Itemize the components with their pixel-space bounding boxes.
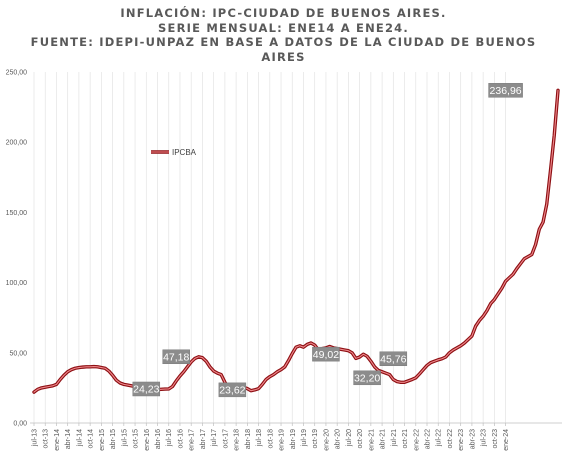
data-label-box bbox=[162, 349, 190, 365]
x-tick-label: jul-18 bbox=[256, 429, 263, 447]
x-tick-label: ene-19 bbox=[279, 429, 286, 451]
x-tick-label: abr-20 bbox=[335, 429, 342, 449]
chart-title-line-1: INFLACIÓN: IPC-CIUDAD DE BUENOS AIRES. bbox=[120, 6, 447, 20]
data-label-box bbox=[132, 381, 161, 397]
x-tick-label: oct-21 bbox=[402, 429, 409, 449]
gridlines bbox=[33, 72, 506, 423]
data-label: 32,20 bbox=[354, 372, 380, 384]
x-tick-label: abr-14 bbox=[65, 429, 72, 449]
y-tick-label: 250,00 bbox=[6, 70, 28, 77]
y-tick-label: 50,00 bbox=[9, 350, 27, 357]
chart-title-line-2: SERIE MENSUAL: ENE14 A ENE24. bbox=[158, 20, 409, 35]
x-tick-label: ene-21 bbox=[368, 429, 375, 451]
y-tick-label: 0,00 bbox=[13, 421, 27, 428]
x-tick-label: oct-18 bbox=[267, 429, 274, 449]
x-tick-label: jul-16 bbox=[166, 429, 173, 447]
chart-title-line-3: FUENTE: IDEPI-UNPAZ EN BASE A DATOS DE L… bbox=[30, 35, 537, 49]
data-label-box bbox=[353, 370, 381, 386]
x-tick-label: abr-22 bbox=[425, 429, 432, 449]
x-tick-label: jul-17 bbox=[211, 429, 218, 447]
data-label: 45,76 bbox=[380, 353, 406, 365]
x-tick-label: jul-21 bbox=[391, 429, 398, 447]
legend-label-ipcba: IPCBA bbox=[172, 148, 197, 157]
data-label: 47,18 bbox=[163, 351, 189, 363]
x-tick-label: ene-20 bbox=[323, 429, 330, 451]
data-label-box bbox=[379, 351, 408, 367]
x-tick-label: oct-13 bbox=[43, 429, 50, 449]
data-label-box bbox=[312, 346, 340, 362]
x-tick-label: ene-22 bbox=[413, 429, 420, 451]
x-tick-label: abr-23 bbox=[469, 429, 476, 449]
x-tick-label: abr-15 bbox=[110, 429, 117, 449]
chart-title: INFLACIÓN: IPC-CIUDAD DE BUENOS AIRES. S… bbox=[0, 6, 567, 64]
x-tick-label: ene-17 bbox=[189, 429, 196, 451]
x-tick-label: jul-15 bbox=[121, 429, 128, 447]
x-tick-label: abr-19 bbox=[290, 429, 297, 449]
x-tick-label: abr-17 bbox=[200, 429, 207, 449]
x-tick-label: jul-13 bbox=[32, 429, 39, 447]
x-tick-label: oct-22 bbox=[447, 429, 454, 449]
x-tick-label: ene-24 bbox=[503, 429, 510, 451]
chart-title-line-4: AIRES bbox=[261, 49, 306, 64]
series-line-ipcba-highlight bbox=[33, 89, 559, 393]
x-tick-label: ene-16 bbox=[144, 429, 151, 451]
data-label: 24,23 bbox=[133, 384, 159, 396]
data-label: 49,02 bbox=[313, 349, 339, 361]
data-label-box bbox=[488, 83, 523, 98]
x-tick-label: jul-23 bbox=[481, 429, 488, 447]
data-label: 23,62 bbox=[219, 384, 245, 396]
x-tick-label: oct-16 bbox=[177, 429, 184, 449]
series-layer bbox=[32, 88, 560, 394]
x-tick-label: oct-14 bbox=[88, 429, 95, 449]
x-tick-label: ene-18 bbox=[234, 429, 241, 451]
x-tick-label: jul-22 bbox=[436, 429, 443, 447]
x-tick-label: abr-21 bbox=[380, 429, 387, 449]
data-label-box bbox=[218, 382, 247, 398]
x-tick-label: jul-14 bbox=[76, 429, 83, 447]
axes: 0,00 50,00 100,00 150,00 200,00 250,00 jul-13 o… bbox=[6, 70, 562, 451]
x-tick-label: ene-23 bbox=[458, 429, 465, 451]
x-tick-label: oct-23 bbox=[492, 429, 499, 449]
y-tick-label: 200,00 bbox=[6, 140, 28, 147]
y-tick-label: 100,00 bbox=[6, 280, 28, 287]
legend: IPCBA bbox=[151, 148, 197, 157]
x-tick-label: jul-19 bbox=[301, 429, 308, 447]
x-tick-label: oct-17 bbox=[222, 429, 229, 449]
x-tick-label: jul-20 bbox=[346, 429, 353, 447]
x-tick-label: ene-14 bbox=[54, 429, 61, 451]
x-tick-label: abr-16 bbox=[155, 429, 162, 449]
y-tick-label: 150,00 bbox=[6, 210, 28, 217]
x-tick-label: oct-19 bbox=[312, 429, 319, 449]
x-tick-label: oct-20 bbox=[357, 429, 364, 449]
x-tick-label: ene-15 bbox=[99, 429, 106, 451]
x-tick-label: oct-15 bbox=[133, 429, 140, 449]
data-label: 236,96 bbox=[490, 85, 522, 97]
x-tick-label: abr-18 bbox=[245, 429, 252, 449]
